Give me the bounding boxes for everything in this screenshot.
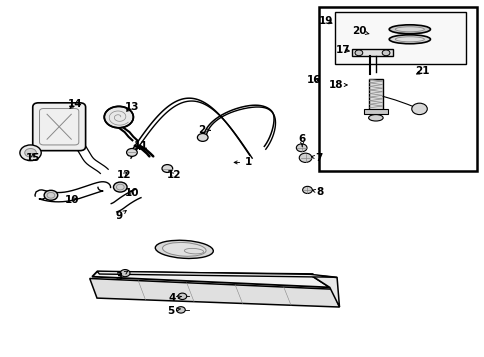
Circle shape — [381, 50, 389, 56]
Text: 4: 4 — [168, 293, 181, 303]
Circle shape — [20, 145, 41, 161]
Circle shape — [126, 149, 137, 156]
Text: 1: 1 — [234, 157, 252, 167]
Text: 14: 14 — [68, 99, 82, 109]
Circle shape — [302, 186, 312, 193]
Text: 16: 16 — [306, 75, 321, 85]
Polygon shape — [92, 272, 329, 287]
Text: 2: 2 — [197, 125, 210, 135]
Text: 10: 10 — [124, 188, 139, 198]
Text: 10: 10 — [64, 195, 79, 205]
Bar — [363, 109, 387, 114]
Text: 3: 3 — [115, 271, 128, 282]
Text: 20: 20 — [351, 26, 368, 36]
Bar — [351, 49, 392, 56]
Polygon shape — [97, 271, 336, 277]
Text: 15: 15 — [26, 153, 40, 163]
Circle shape — [299, 153, 311, 162]
Text: 21: 21 — [414, 66, 428, 76]
Circle shape — [296, 144, 306, 152]
Text: 12: 12 — [166, 170, 181, 180]
Ellipse shape — [388, 35, 430, 44]
Circle shape — [25, 149, 36, 157]
Ellipse shape — [155, 240, 213, 258]
Ellipse shape — [394, 27, 424, 32]
Ellipse shape — [162, 242, 206, 256]
Circle shape — [104, 106, 133, 128]
Text: 13: 13 — [124, 102, 139, 112]
Text: 9: 9 — [115, 211, 126, 221]
Text: 18: 18 — [328, 80, 347, 90]
FancyBboxPatch shape — [32, 103, 85, 151]
Circle shape — [162, 165, 172, 172]
Ellipse shape — [368, 115, 382, 121]
Text: 8: 8 — [312, 187, 323, 197]
Polygon shape — [310, 275, 339, 307]
Text: 6: 6 — [298, 134, 305, 146]
Text: 11: 11 — [133, 141, 148, 151]
Circle shape — [176, 307, 185, 313]
Circle shape — [197, 134, 208, 141]
Text: 5: 5 — [167, 306, 180, 316]
Circle shape — [178, 293, 186, 300]
Circle shape — [113, 182, 127, 192]
Circle shape — [411, 103, 426, 115]
Circle shape — [120, 270, 130, 277]
Bar — [368, 79, 382, 111]
Polygon shape — [90, 278, 339, 307]
Text: 12: 12 — [116, 170, 131, 180]
Text: 17: 17 — [335, 45, 350, 55]
Text: 19: 19 — [318, 16, 333, 26]
Bar — [334, 12, 465, 64]
Text: 7: 7 — [311, 153, 322, 163]
Circle shape — [354, 50, 362, 56]
Ellipse shape — [394, 37, 424, 42]
Ellipse shape — [388, 25, 430, 34]
Circle shape — [44, 190, 58, 200]
Bar — [318, 7, 476, 171]
